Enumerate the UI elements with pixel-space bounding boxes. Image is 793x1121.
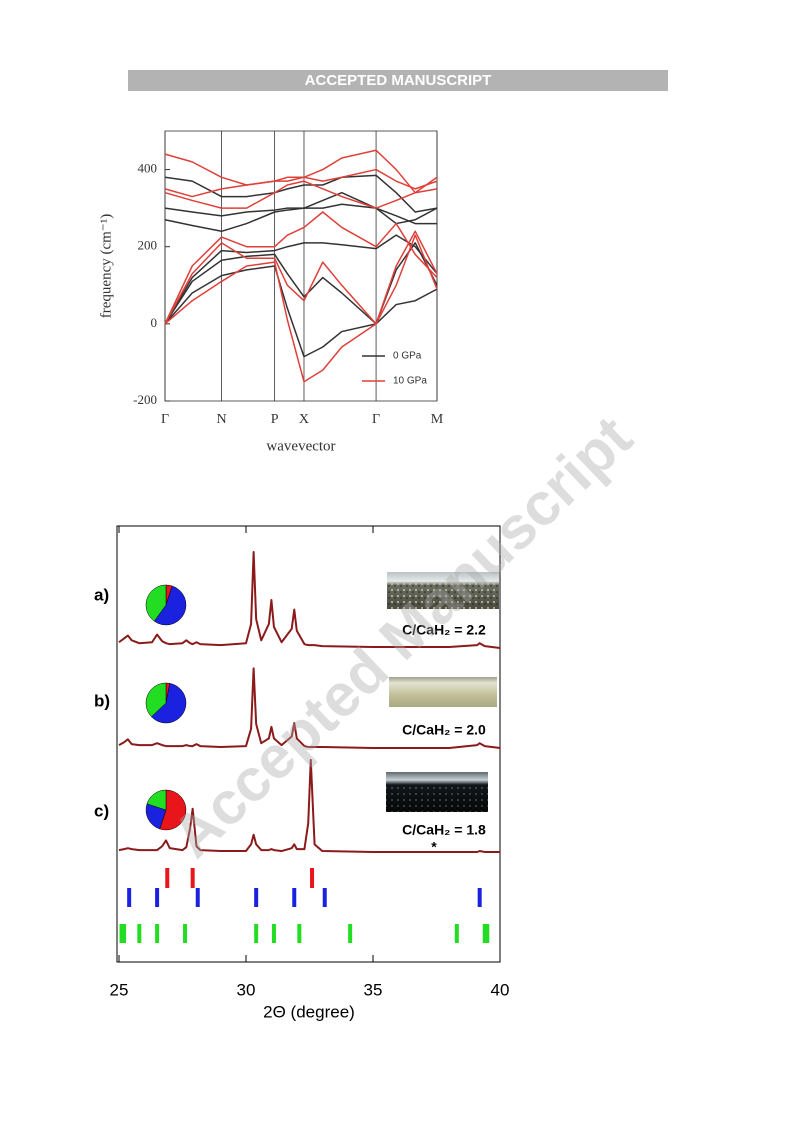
- header-title: ACCEPTED MANUSCRIPT: [305, 72, 492, 89]
- phase-reflection-tick: [477, 888, 482, 907]
- x-tick-label: Γ: [372, 412, 380, 427]
- xrd-pattern: [118, 758, 500, 853]
- phase-pie-slice: [145, 682, 167, 718]
- phase-reflection-tick: [254, 888, 259, 907]
- y-tick-label: -200: [133, 392, 157, 407]
- phase-pie-slice: [145, 584, 167, 622]
- x-tick-label: 30: [237, 980, 256, 999]
- band-line: [164, 191, 438, 225]
- x-tick-label: 35: [364, 980, 383, 999]
- sample-ratio: C/CaH₂ = 2.2: [402, 622, 486, 638]
- phase-pie-slice: [153, 585, 187, 626]
- x-tick-label: X: [299, 412, 309, 427]
- x-tick-label: P: [271, 412, 279, 427]
- band-line: [164, 234, 438, 383]
- sample-ratio: C/CaH₂ = 2.0: [402, 722, 486, 738]
- xrd-figure: 25 30 35 40 2Θ (degree) a) C/CaH₂ = 2.2 b) C/CaH…: [94, 525, 510, 1021]
- phase-reflection-tick: [122, 924, 127, 943]
- band-line: [164, 180, 438, 209]
- x-tick-label: M: [431, 412, 444, 427]
- phase-pie-slice: [151, 683, 187, 724]
- phase-reflection-tick: [137, 924, 142, 943]
- x-axis-label: 2Θ (degree): [263, 1002, 355, 1021]
- x-tick-label: 25: [110, 980, 129, 999]
- sample-ratio: C/CaH₂ = 1.8: [402, 822, 486, 838]
- panel-label: a): [94, 585, 109, 604]
- band-line: [164, 174, 438, 213]
- phase-pie-slice: [145, 803, 167, 830]
- phase-reflection-tick: [271, 924, 276, 943]
- phase-reflection-tick: [155, 888, 160, 907]
- phase-reflection-tick: [482, 924, 487, 943]
- sample-photo-texture: [386, 786, 488, 812]
- phase-reflection-tick: [310, 868, 315, 888]
- band-line: [164, 230, 438, 325]
- y-tick-label: 400: [138, 161, 158, 176]
- phase-reflection-tick: [183, 924, 188, 943]
- y-axis-label: frequency (cm⁻¹): [98, 214, 114, 318]
- band-line: [164, 211, 438, 325]
- phase-reflection-tick: [348, 924, 353, 943]
- x-tick-label: Γ: [161, 412, 169, 427]
- xrd-pattern: [118, 551, 501, 649]
- x-axis-label: wavevector: [266, 438, 335, 454]
- band-line: [164, 234, 438, 325]
- legend-label: 10 GPa: [393, 376, 427, 387]
- phase-reflection-tick: [190, 868, 195, 888]
- phase-pie-slice: [159, 789, 187, 831]
- impurity-marker: *: [431, 839, 437, 855]
- x-tick-label: 40: [491, 980, 510, 999]
- band-line: [164, 149, 438, 194]
- plot-frame: [116, 525, 501, 963]
- phase-reflection-tick: [297, 924, 302, 943]
- phase-reflection-tick: [165, 868, 170, 888]
- phase-pie-slice: [146, 789, 167, 811]
- phase-reflection-tick: [119, 924, 124, 943]
- panel-label: c): [94, 801, 109, 820]
- x-tick-label: N: [217, 412, 227, 427]
- phase-reflection-tick: [127, 888, 132, 907]
- band-line: [164, 242, 438, 325]
- phase-reflection-tick: [322, 888, 327, 907]
- panel-label: b): [94, 691, 110, 710]
- phase-reflection-tick: [292, 888, 297, 907]
- phase-reflection-tick: [254, 924, 259, 943]
- header-bar: [128, 70, 668, 91]
- legend-label: 0 GPa: [393, 351, 422, 362]
- y-tick-label: 0: [151, 315, 158, 330]
- sample-photo-texture: [387, 582, 499, 609]
- phase-reflection-tick: [485, 924, 490, 943]
- sample-photo: [389, 677, 497, 707]
- xrd-pattern: [118, 667, 501, 749]
- band-line: [164, 265, 438, 358]
- phase-reflection-tick: [155, 924, 160, 943]
- y-tick-label: 200: [138, 238, 158, 253]
- phase-reflection-tick: [195, 888, 200, 907]
- phase-reflection-tick: [454, 924, 459, 943]
